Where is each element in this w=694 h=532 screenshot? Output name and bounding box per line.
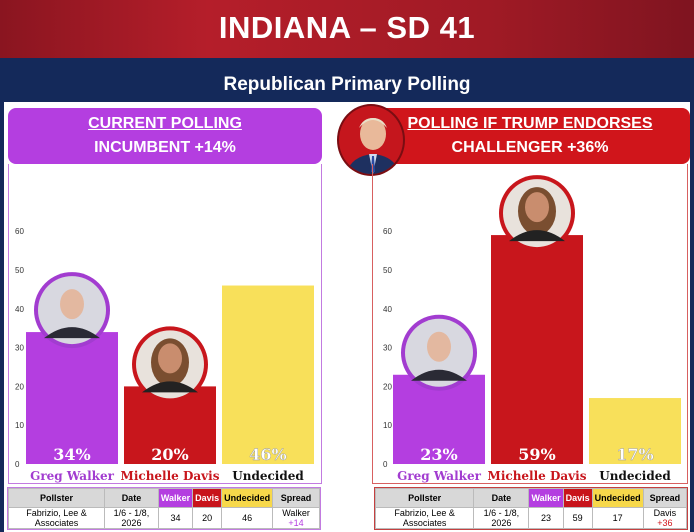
data-label: 34%	[53, 445, 90, 464]
y-tick-label: 30	[383, 344, 392, 353]
trump-portrait	[337, 104, 405, 176]
chart-svg: 0 10 20 30 40 50 60 23% Greg Walker 59% Michelle D…	[383, 175, 681, 483]
col-spread: Spread	[272, 488, 320, 508]
col-date: Date	[473, 488, 530, 508]
poll-table-endorse: Pollster Date Walker Davis Undecided Spread F…	[374, 487, 688, 530]
current-polling-header: CURRENT POLLING INCUMBENT +14%	[8, 108, 322, 164]
cell: 59	[562, 507, 593, 529]
cell: 1/6 - 1/8, 2026	[104, 507, 159, 529]
col-undecided: Undecided	[221, 488, 274, 508]
y-tick-label: 10	[383, 421, 392, 430]
col-pollster: Pollster	[8, 488, 105, 508]
col-davis: Davis	[562, 488, 593, 508]
y-tick-label: 20	[15, 382, 24, 391]
spread-cell: Davis +36	[642, 507, 688, 529]
col-date: Date	[104, 488, 159, 508]
shoulders	[142, 381, 198, 393]
cell: 34	[157, 507, 194, 529]
face	[525, 192, 549, 223]
col-davis: Davis	[192, 488, 223, 508]
col-spread: Spread	[642, 488, 688, 508]
category-label: Greg Walker	[397, 469, 481, 483]
category-label: Greg Walker	[30, 469, 114, 483]
spread-name: Davis	[653, 508, 677, 518]
y-tick-label: 60	[15, 227, 24, 236]
bar-greg-walker	[26, 332, 118, 464]
shoulders	[411, 369, 467, 381]
col-walker: Walker	[157, 488, 194, 508]
y-tick-label: 40	[15, 305, 24, 314]
poll-table-current: Pollster Date Walker Davis Undecided Spread F…	[7, 487, 321, 530]
y-tick-label: 40	[383, 305, 392, 314]
bar-undecided	[589, 398, 681, 464]
data-label: 23%	[420, 445, 457, 464]
cell: 1/6 - 1/8, 2026	[473, 507, 530, 529]
col-walker: Walker	[528, 488, 564, 508]
cell: 23	[528, 507, 564, 529]
chart-svg: 0 10 20 30 40 50 60 34% Greg Walker 20% Michelle D…	[15, 227, 314, 483]
page-title: INDIANA – SD 41	[218, 10, 476, 45]
y-tick-label: 50	[383, 266, 392, 275]
data-label: 20%	[151, 445, 188, 464]
title-banner: INDIANA – SD 41	[0, 0, 694, 58]
shoulders	[44, 327, 100, 339]
category-label: Undecided	[599, 469, 671, 483]
category-label: Michelle Davis	[121, 469, 220, 483]
subtitle: Republican Primary Polling	[223, 74, 471, 95]
cell: Fabrizio, Lee & Associates	[374, 507, 475, 529]
data-label: 46%	[249, 445, 286, 464]
category-label: Undecided	[232, 469, 304, 483]
data-label: 17%	[616, 445, 653, 464]
cell: 20	[192, 507, 223, 529]
subheading: INCUMBENT +14%	[94, 139, 236, 156]
spread-value: +36	[657, 518, 673, 528]
y-tick-label: 60	[383, 227, 392, 236]
shoulders	[509, 230, 565, 242]
y-tick-label: 10	[15, 421, 24, 430]
bar-undecided	[222, 285, 314, 464]
y-tick-label: 0	[383, 460, 388, 469]
y-tick-label: 30	[15, 344, 24, 353]
spread-value: +14	[288, 518, 304, 528]
face	[427, 331, 451, 362]
cell: Fabrizio, Lee & Associates	[8, 507, 105, 529]
heading: CURRENT POLLING	[88, 115, 242, 132]
bar-michelle-davis	[491, 235, 583, 464]
col-pollster: Pollster	[374, 488, 475, 508]
y-tick-label: 50	[15, 266, 24, 275]
cell: 17	[591, 507, 644, 529]
y-tick-label: 0	[15, 460, 20, 469]
endorse-polling-chart: 0 10 20 30 40 50 60 23% Greg Walker 59% Michelle D…	[372, 164, 688, 484]
trump-endorse-header: POLLING IF TRUMP ENDORSES CHALLENGER +36…	[370, 108, 690, 164]
face	[60, 289, 84, 320]
category-label: Michelle Davis	[488, 469, 587, 483]
y-tick-label: 20	[383, 382, 392, 391]
subheading: CHALLENGER +36%	[451, 139, 609, 156]
col-undecided: Undecided	[591, 488, 644, 508]
data-label: 59%	[518, 445, 555, 464]
cell: 46	[221, 507, 274, 529]
spread-name: Walker	[282, 508, 310, 518]
current-polling-chart: 0 10 20 30 40 50 60 34% Greg Walker 20% Michelle D…	[8, 164, 322, 484]
spread-cell: Walker +14	[272, 507, 320, 529]
heading: POLLING IF TRUMP ENDORSES	[407, 115, 653, 132]
face	[158, 343, 182, 374]
